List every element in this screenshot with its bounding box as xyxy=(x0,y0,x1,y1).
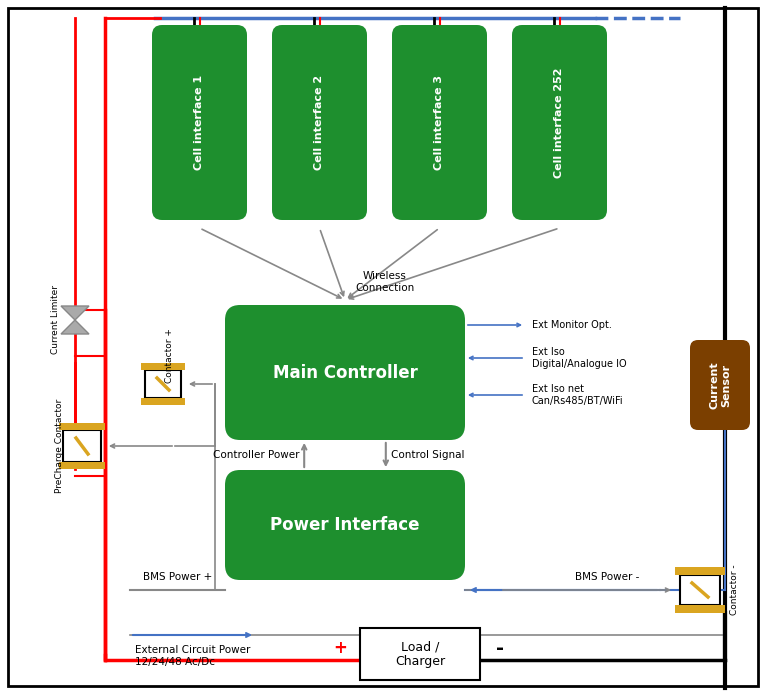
FancyBboxPatch shape xyxy=(225,470,465,580)
Text: Contactor -: Contactor - xyxy=(730,564,739,615)
Text: Main Controller: Main Controller xyxy=(273,363,418,381)
Text: External Circuit Power
12/24/48 Ac/Dc: External Circuit Power 12/24/48 Ac/Dc xyxy=(135,645,250,667)
Bar xyxy=(63,430,101,462)
FancyBboxPatch shape xyxy=(690,340,750,430)
Text: Current Limiter: Current Limiter xyxy=(50,285,60,354)
Text: BMS Power +: BMS Power + xyxy=(143,572,212,582)
Bar xyxy=(145,370,181,398)
Text: -: - xyxy=(496,638,504,658)
Bar xyxy=(675,605,725,613)
Text: Ext Iso net
Can/Rs485/BT/WiFi: Ext Iso net Can/Rs485/BT/WiFi xyxy=(532,384,624,406)
Text: Cell interface 1: Cell interface 1 xyxy=(195,75,205,170)
Text: Ext Monitor Opt.: Ext Monitor Opt. xyxy=(532,320,612,330)
Bar xyxy=(680,575,720,605)
FancyBboxPatch shape xyxy=(225,305,465,440)
Text: Ext Iso
Digital/Analogue IO: Ext Iso Digital/Analogue IO xyxy=(532,347,627,369)
Bar xyxy=(59,462,105,469)
Text: +: + xyxy=(333,639,347,657)
FancyBboxPatch shape xyxy=(152,25,247,220)
Text: Contactor +: Contactor + xyxy=(165,329,174,383)
Bar xyxy=(141,363,185,370)
Polygon shape xyxy=(61,320,89,334)
Text: PreCharge Contactor: PreCharge Contactor xyxy=(56,399,64,493)
Text: Power Interface: Power Interface xyxy=(270,516,420,534)
Text: BMS Power -: BMS Power - xyxy=(575,572,639,582)
Text: Current
Sensor: Current Sensor xyxy=(709,361,731,409)
Polygon shape xyxy=(61,306,89,320)
Text: Control Signal: Control Signal xyxy=(391,450,464,460)
FancyBboxPatch shape xyxy=(512,25,607,220)
Text: Controller Power: Controller Power xyxy=(212,450,299,460)
Bar xyxy=(141,398,185,405)
Text: Wireless
Connection: Wireless Connection xyxy=(356,271,415,293)
FancyBboxPatch shape xyxy=(272,25,367,220)
FancyBboxPatch shape xyxy=(392,25,487,220)
Bar xyxy=(675,567,725,575)
Text: Cell interface 2: Cell interface 2 xyxy=(315,75,325,170)
Bar xyxy=(59,423,105,430)
Text: Cell interface 252: Cell interface 252 xyxy=(554,68,564,177)
Text: Load /
Charger: Load / Charger xyxy=(395,640,445,668)
Bar xyxy=(360,628,480,680)
Text: Cell interface 3: Cell interface 3 xyxy=(435,75,445,170)
